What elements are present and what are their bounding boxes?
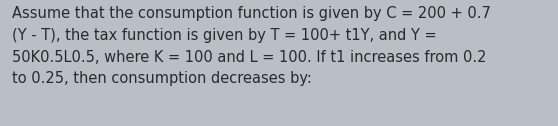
Text: Assume that the consumption function is given by C = 200 + 0.7
(Y - T), the tax : Assume that the consumption function is …: [12, 6, 491, 86]
